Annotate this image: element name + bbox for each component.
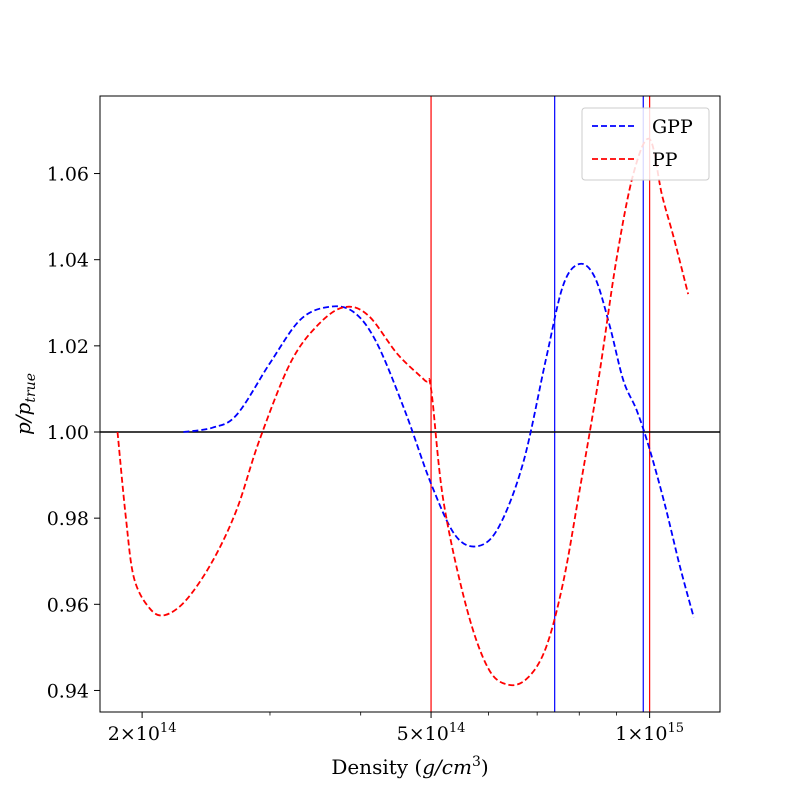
x-tick-label: 1×1015 (615, 721, 684, 745)
x-tick-exponent: 14 (449, 721, 466, 736)
x-axis-label-unit: g/cm (422, 755, 472, 779)
x-tick-times: ×10 (409, 723, 449, 745)
x-axis-label-main: Density (331, 755, 414, 779)
x-axis-label-close: ) (481, 755, 489, 779)
x-axis-label: Density (g/cm3) (331, 754, 488, 779)
legend-label-pp: PP (652, 149, 678, 171)
y-tick-label: 0.98 (47, 508, 89, 530)
x-axis-label-unit-exp: 3 (472, 754, 481, 770)
legend: GPP PP (581, 107, 710, 181)
x-tick-exponent: 14 (160, 721, 177, 736)
x-tick-label: 5×1014 (397, 721, 466, 745)
y-tick-label: 1.06 (47, 164, 89, 186)
y-axis-label-main: p/p (11, 402, 35, 435)
y-axis-label: p/ptrue (11, 373, 39, 435)
y-tick-label: 1.04 (47, 250, 89, 272)
x-tick-mantissa: 1 (615, 723, 627, 745)
y-tick-label: 1.00 (47, 422, 89, 444)
x-tick-exponent: 15 (667, 721, 684, 736)
x-tick-mantissa: 5 (397, 723, 409, 745)
y-tick-label: 1.02 (47, 336, 89, 358)
series-pp-line (116, 137, 690, 687)
x-tick-times: ×10 (627, 723, 667, 745)
y-tick-label: 0.96 (47, 594, 89, 616)
plot-frame (99, 95, 721, 713)
plot-area (100, 96, 720, 712)
x-axis-label-open: ( (414, 755, 422, 779)
y-tick-label: 0.94 (47, 680, 89, 702)
axes: 0.940.960.981.001.021.041.062×1014 5×1014… (11, 95, 721, 779)
x-tick-label: 2×1014 (108, 721, 177, 745)
plot-content (100, 96, 720, 712)
y-axis-label-sub: true (23, 373, 39, 403)
x-tick-mantissa: 2 (108, 723, 120, 745)
series-gpp-line (183, 262, 695, 618)
legend-label-gpp: GPP (652, 116, 693, 138)
x-tick-times: ×10 (120, 723, 160, 745)
